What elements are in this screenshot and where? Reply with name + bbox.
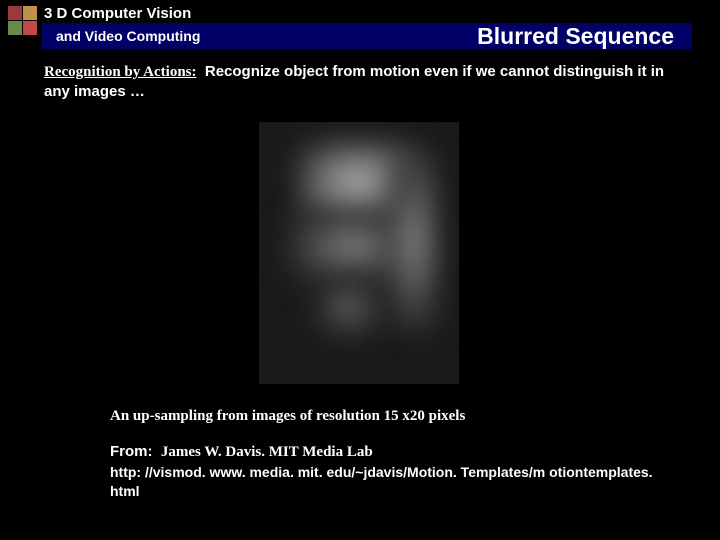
course-title-line1: 3 D Computer Vision: [44, 5, 191, 22]
slide-title: Blurred Sequence: [477, 23, 674, 50]
blur-region: [314, 277, 384, 337]
logo-square-tr: [23, 6, 37, 20]
blurred-image: [259, 122, 459, 384]
lead-label: Recognition by Actions:: [44, 64, 197, 80]
logo-square-br: [23, 21, 37, 35]
logo-square-tl: [8, 6, 22, 20]
from-url: http: //vismod. www. media. mit. edu/~jd…: [110, 464, 653, 500]
course-title-line2: and Video Computing: [56, 28, 200, 44]
title-bar: and Video Computing Blurred Sequence: [42, 23, 692, 49]
from-author: James W. Davis. MIT Media Lab: [161, 444, 373, 460]
from-label: From:: [110, 443, 153, 460]
attribution: From: James W. Davis. MIT Media Lab http…: [110, 442, 660, 502]
image-caption: An up-sampling from images of resolution…: [110, 408, 465, 425]
body-paragraph: Recognition by Actions: Recognize object…: [44, 62, 680, 103]
logo-squares: [8, 6, 37, 35]
logo-square-bl: [8, 21, 22, 35]
blur-region: [389, 152, 439, 332]
